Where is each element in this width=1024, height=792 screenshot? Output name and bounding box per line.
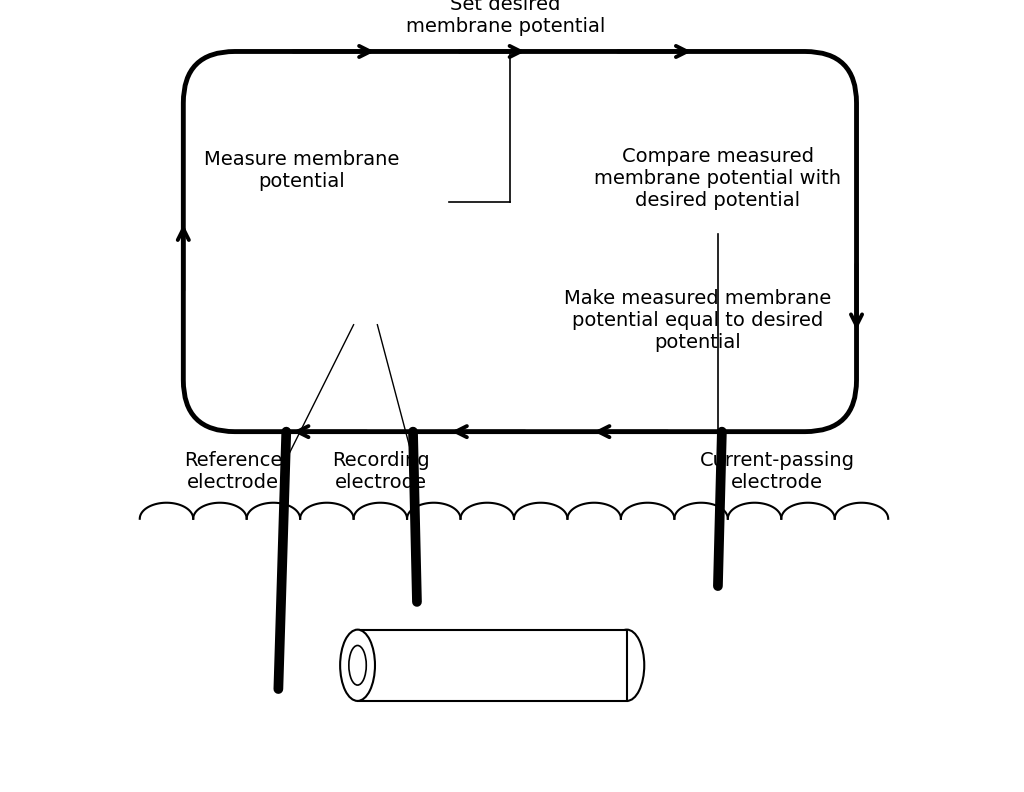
Bar bbox=[357, 630, 627, 701]
Text: Make measured membrane
potential equal to desired
potential: Make measured membrane potential equal t… bbox=[564, 289, 831, 352]
Text: Recording
electrode: Recording electrode bbox=[333, 451, 430, 492]
Text: Compare measured
membrane potential with
desired potential: Compare measured membrane potential with… bbox=[594, 147, 842, 210]
Ellipse shape bbox=[340, 630, 375, 701]
Text: Measure membrane
potential: Measure membrane potential bbox=[205, 150, 399, 191]
Text: Reference
electrode: Reference electrode bbox=[184, 451, 283, 492]
Text: Current-passing
electrode: Current-passing electrode bbox=[699, 451, 855, 492]
Ellipse shape bbox=[609, 630, 644, 701]
Text: Set desired
membrane potential: Set desired membrane potential bbox=[406, 0, 605, 36]
Ellipse shape bbox=[349, 645, 367, 685]
